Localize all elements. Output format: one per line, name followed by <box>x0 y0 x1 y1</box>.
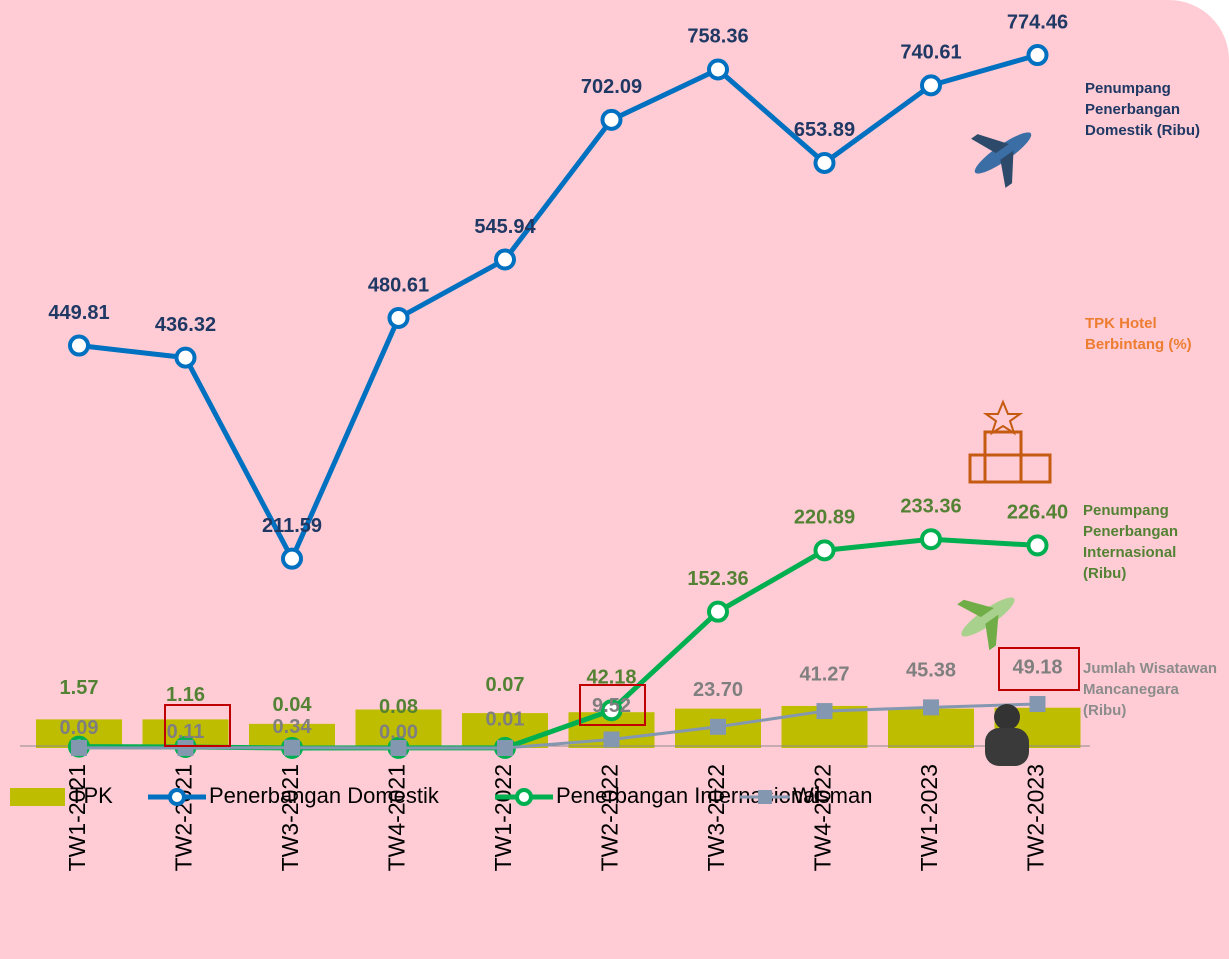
data-label: 0.04 <box>273 694 313 716</box>
x-tick-label: TW3-2022 <box>703 764 729 871</box>
hotel-icon <box>968 399 1052 484</box>
data-label: 152.36 <box>687 568 748 590</box>
legend-swatch <box>10 788 65 806</box>
data-label: 702.09 <box>581 76 642 98</box>
series-line <box>78 52 1039 565</box>
point <box>281 547 303 570</box>
highlight-box <box>164 704 231 747</box>
annotation: Penumpang Penerbangan Internasional (Rib… <box>1083 502 1179 582</box>
legend-marker <box>168 788 186 806</box>
plane-icon <box>957 597 1015 651</box>
data-label: 0.00 <box>379 721 418 743</box>
x-tick-label: TW1-2022 <box>490 764 516 871</box>
x-tick-label: TW4-2021 <box>384 764 410 871</box>
x-tick-label: TW2-2022 <box>597 764 623 871</box>
point <box>600 699 623 722</box>
annotation: TPK Hotel Berbintang (%) <box>1085 315 1192 353</box>
data-label: 436.32 <box>155 314 216 336</box>
annotation: Jumlah Wisatawan Mancanegara (Ribu) <box>1083 660 1218 719</box>
point <box>816 703 833 720</box>
data-label: 45.38 <box>906 660 956 682</box>
x-tick-label: TW2-2021 <box>171 764 197 871</box>
data-label: 774.46 <box>1007 11 1068 33</box>
data-label: 233.36 <box>900 495 961 517</box>
point <box>603 731 620 748</box>
legend-label: Penerbangan Domestik <box>209 783 440 808</box>
data-label: 0.08 <box>379 696 418 718</box>
point <box>920 74 942 97</box>
data-label: 49.18 <box>1012 656 1062 678</box>
point <box>1026 534 1049 557</box>
series-line <box>78 702 1038 750</box>
point <box>174 346 197 369</box>
point <box>1026 44 1049 67</box>
point <box>68 334 90 357</box>
data-label: 1.16 <box>166 684 205 706</box>
point <box>920 528 942 551</box>
data-label: 0.34 <box>273 716 313 738</box>
plane-icon <box>971 132 1032 188</box>
annotation: Penumpang Penerbangan Domestik (Ribu) <box>1085 80 1201 139</box>
highlight-box <box>998 647 1080 691</box>
point <box>177 739 194 756</box>
data-label: 740.61 <box>900 42 961 64</box>
data-label: 545.94 <box>474 216 536 238</box>
point <box>813 151 836 174</box>
data-label: 1.57 <box>60 677 99 699</box>
traveler-icon <box>985 704 1029 766</box>
data-label: 0.11 <box>167 721 205 743</box>
data-label: 211.59 <box>262 515 322 537</box>
point <box>387 306 410 329</box>
legend-label: Wisman <box>793 783 872 808</box>
data-label: 226.40 <box>1007 502 1068 524</box>
point <box>1029 695 1046 712</box>
data-label: 220.89 <box>794 507 855 529</box>
data-label: 449.81 <box>48 302 109 324</box>
data-label: 9.52 <box>592 695 631 717</box>
point <box>600 108 623 131</box>
point <box>710 718 726 735</box>
data-label: 0.07 <box>486 674 525 696</box>
data-label: 0.01 <box>486 708 525 730</box>
point <box>923 699 939 716</box>
legend-marker <box>515 788 533 806</box>
x-tick-label: TW4-2022 <box>810 764 836 871</box>
data-label: 0.09 <box>60 717 99 739</box>
point <box>497 739 513 756</box>
point <box>707 600 729 623</box>
data-label: 23.70 <box>693 679 743 701</box>
data-label: 41.27 <box>799 663 849 685</box>
x-tick-label: TW1-2023 <box>916 764 942 871</box>
point <box>284 739 300 756</box>
legend-label: Penerbangan Internasional <box>556 783 820 808</box>
legend-marker <box>758 790 772 804</box>
x-tick-label: TW3-2021 <box>277 764 303 871</box>
data-label: 653.89 <box>794 119 855 141</box>
point <box>813 539 836 562</box>
point <box>390 740 407 756</box>
point <box>71 739 87 756</box>
point <box>707 58 729 81</box>
point <box>494 248 516 271</box>
x-tick-label: TW1-2021 <box>64 764 90 871</box>
data-label: 42.18 <box>586 667 636 689</box>
x-tick-label: TW2-2023 <box>1023 764 1049 871</box>
data-label: 758.36 <box>687 26 748 48</box>
highlight-box <box>579 684 646 726</box>
legend-label: TPK <box>70 783 113 808</box>
data-label: 480.61 <box>368 274 429 296</box>
